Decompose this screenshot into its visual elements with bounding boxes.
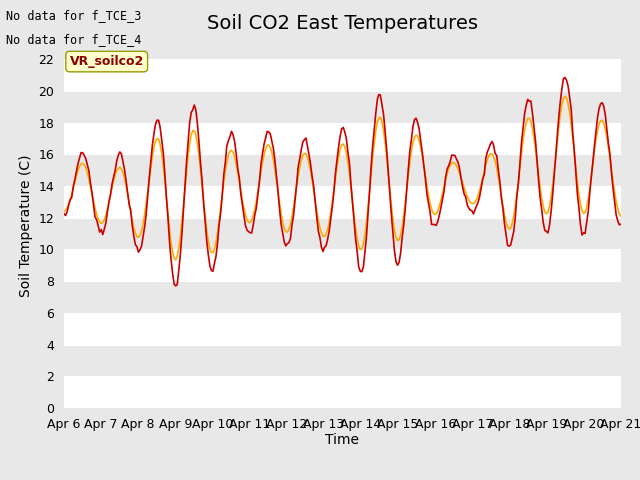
X-axis label: Time: Time (325, 433, 360, 447)
Text: No data for f_TCE_4: No data for f_TCE_4 (6, 33, 142, 46)
Bar (64, 281, 621, 313)
Bar (64, 345, 621, 376)
Bar (64, 186, 621, 217)
Bar (64, 91, 621, 122)
Bar (64, 250, 621, 281)
Title: Soil CO2 East Temperatures: Soil CO2 East Temperatures (207, 14, 478, 33)
Y-axis label: Soil Temperature (C): Soil Temperature (C) (19, 155, 33, 297)
Bar (64, 313, 621, 345)
Bar (64, 122, 621, 154)
Bar (64, 217, 621, 250)
Bar (64, 59, 621, 91)
Bar (64, 154, 621, 186)
Text: No data for f_TCE_3: No data for f_TCE_3 (6, 9, 142, 22)
Bar (64, 376, 621, 408)
Text: VR_soilco2: VR_soilco2 (70, 55, 144, 68)
